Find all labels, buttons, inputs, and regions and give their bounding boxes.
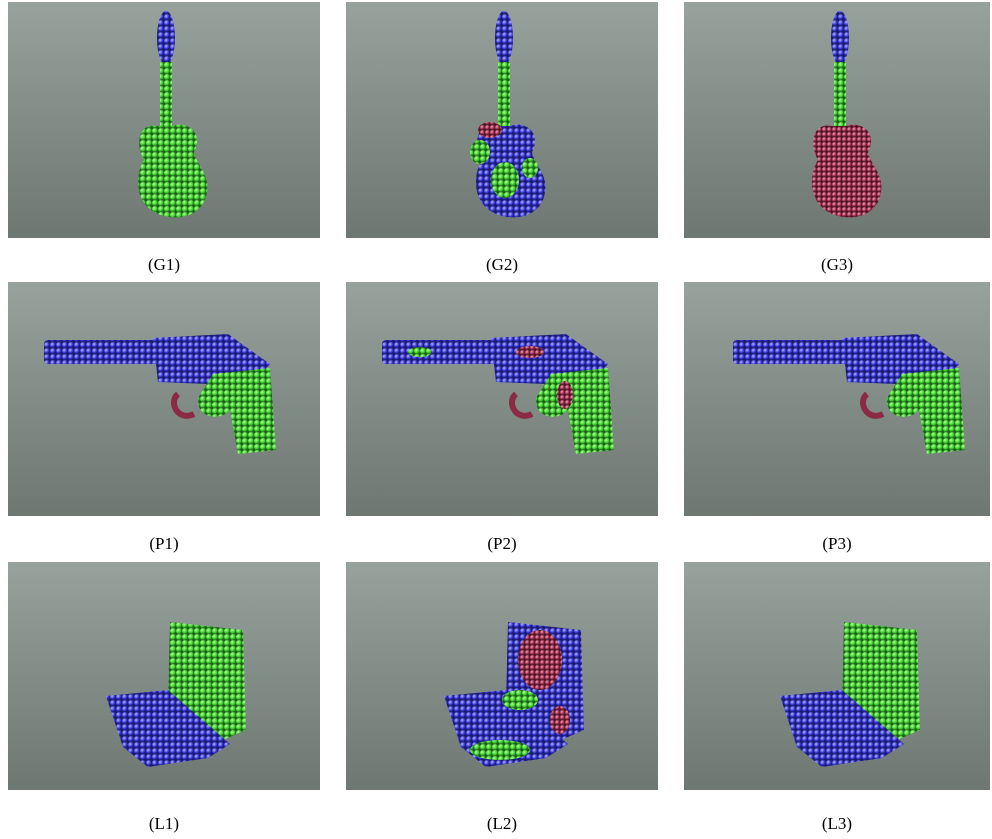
caption: (L1) xyxy=(149,814,179,833)
panel-l3 xyxy=(684,562,990,790)
caption: (P1) xyxy=(149,534,178,553)
caption: (G2) xyxy=(486,255,518,274)
panel-g3 xyxy=(684,2,990,238)
panel-l2 xyxy=(346,562,658,790)
panel-p2 xyxy=(346,282,658,516)
caption: (G3) xyxy=(821,255,853,274)
panel-l1 xyxy=(8,562,320,790)
page: {"panels": [{"label": "(G1)"}, {"label":… xyxy=(0,0,992,839)
panel-p1 xyxy=(8,282,320,516)
panel-g1 xyxy=(8,2,320,238)
caption: (L2) xyxy=(487,814,517,833)
caption: (P3) xyxy=(822,534,851,553)
panel-g2 xyxy=(346,2,658,238)
caption: (P2) xyxy=(487,534,516,553)
panel-p3 xyxy=(684,282,990,516)
figure: (G1) (G2) (G3) (P1) (P2) (P3) (L1) (L2) … xyxy=(0,0,992,839)
caption: (G1) xyxy=(148,255,180,274)
caption: (L3) xyxy=(822,814,852,833)
